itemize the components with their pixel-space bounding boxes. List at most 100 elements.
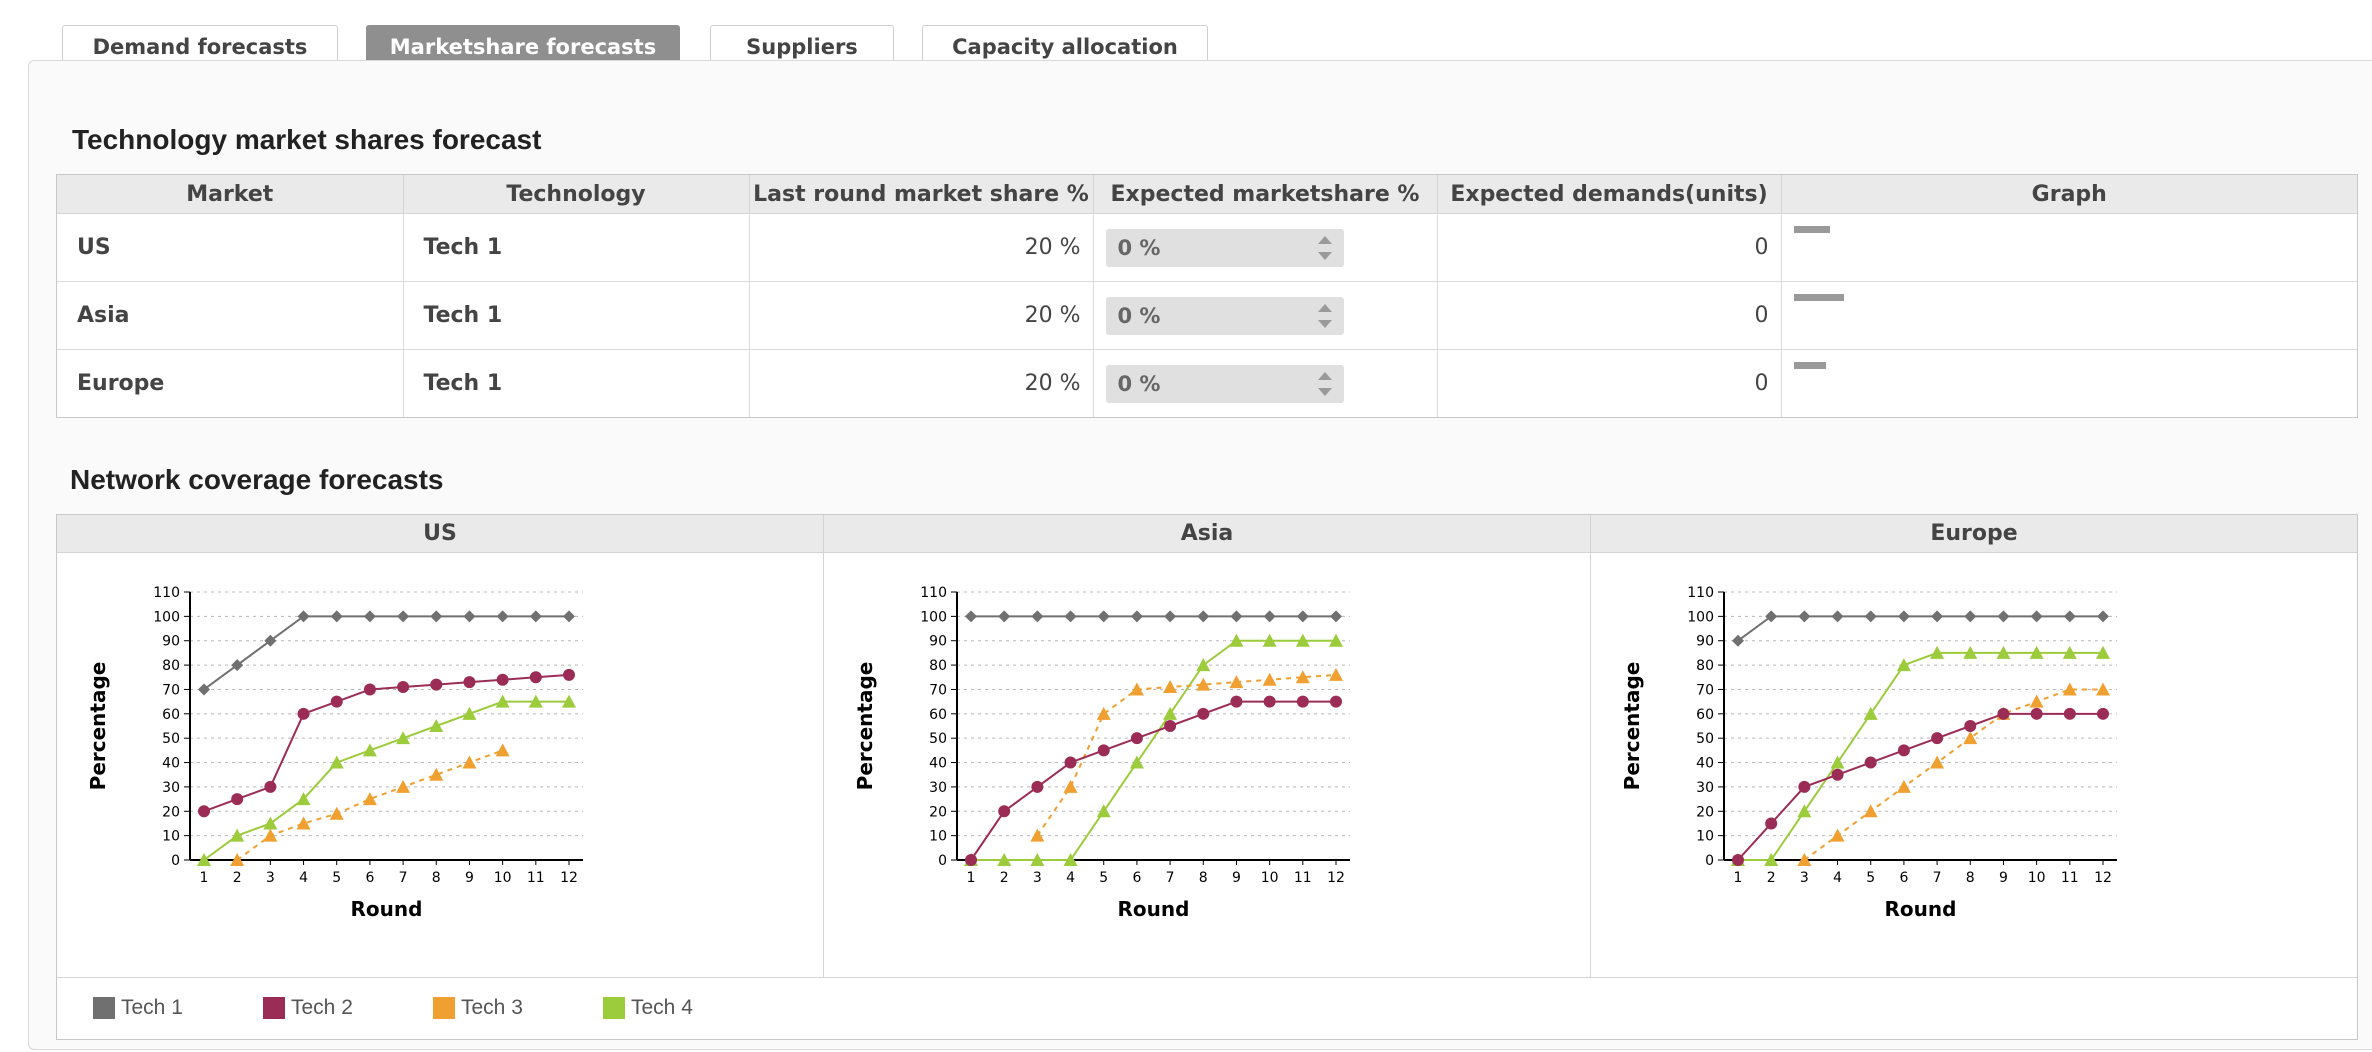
x-tick-label: 6	[365, 870, 374, 886]
legend-item-tech-4: Tech 4	[603, 996, 693, 1020]
y-tick-label: 80	[929, 658, 947, 674]
last-share-cell: 20 %	[748, 349, 1093, 417]
y-tick-label: 50	[162, 731, 180, 747]
expected-share-stepper[interactable]: 0 %	[1105, 364, 1344, 403]
y-tick-label: 0	[938, 853, 947, 869]
col-expected-share: Expected marketshare %	[1092, 175, 1437, 214]
market-share-title: Technology market shares forecast	[72, 124, 542, 155]
y-tick-label: 50	[1696, 731, 1714, 747]
data-point-tech-4	[429, 719, 444, 732]
data-point-tech-3	[362, 792, 377, 806]
data-point-tech-2	[363, 683, 376, 696]
legend-swatch	[603, 997, 625, 1019]
stepper-arrows-icon[interactable]	[1317, 371, 1332, 396]
data-point-tech-2	[1330, 695, 1342, 708]
x-tick-label: 3	[266, 870, 275, 886]
y-tick-label: 30	[929, 780, 947, 796]
network-coverage-box: US Asia Europe 0 10 20 30 40 50 60 70 80 90 100 110…	[56, 514, 2358, 1040]
expected-share-stepper[interactable]: 0 %	[1105, 296, 1344, 335]
y-axis-label: Percentage	[86, 662, 110, 791]
y-tick-label: 90	[929, 634, 947, 650]
legend-label: Tech 2	[291, 996, 353, 1019]
data-point-tech-4	[1764, 853, 1779, 866]
data-point-tech-3	[1229, 675, 1244, 689]
y-tick-label: 40	[929, 756, 947, 772]
technology-cell: Tech 1	[402, 349, 749, 417]
data-point-tech-1	[231, 659, 244, 672]
y-tick-label: 60	[162, 707, 180, 723]
legend-swatch	[433, 997, 455, 1019]
y-tick-label: 100	[920, 609, 947, 625]
data-point-tech-2	[430, 678, 443, 691]
series-line-tech-4	[1738, 651, 2103, 861]
x-tick-label: 8	[1966, 870, 1975, 886]
market-share-table: Market Technology Last round market shar…	[56, 174, 2358, 418]
x-axis-label: Round	[1885, 897, 1957, 921]
data-point-tech-1	[1330, 610, 1342, 623]
data-point-tech-4	[1063, 853, 1078, 866]
legend-label: Tech 1	[121, 996, 183, 1019]
data-point-tech-4	[1896, 658, 1911, 672]
x-tick-label: 9	[1999, 870, 2008, 886]
data-point-tech-1	[198, 683, 210, 696]
expected-share-cell: 0 %	[1092, 213, 1437, 282]
data-point-tech-2	[998, 805, 1011, 818]
data-point-tech-2	[563, 668, 575, 681]
x-tick-label: 6	[1899, 870, 1908, 886]
x-tick-label: 7	[399, 870, 408, 886]
data-point-tech-4	[2029, 645, 2044, 659]
data-point-tech-1	[1931, 610, 1944, 623]
x-tick-label: 1	[967, 870, 976, 886]
data-point-tech-2	[1031, 780, 1044, 793]
y-tick-label: 20	[162, 804, 180, 820]
y-tick-label: 110	[1687, 585, 1714, 601]
graph-cell	[1780, 213, 2357, 282]
data-point-tech-2	[297, 707, 310, 720]
data-point-tech-3	[1163, 680, 1178, 694]
data-point-tech-4	[528, 694, 543, 708]
data-point-tech-2	[1798, 780, 1811, 793]
x-axis-label: Round	[1118, 897, 1190, 921]
market-cell: US	[57, 213, 403, 282]
data-point-tech-4	[1329, 633, 1343, 647]
data-point-tech-1	[563, 610, 575, 623]
chart-legend: Tech 1 Tech 2 Tech 3 Tech 4	[57, 977, 2357, 1039]
y-tick-label: 10	[162, 829, 180, 845]
stepper-arrows-icon[interactable]	[1317, 235, 1332, 260]
y-tick-label: 100	[1687, 609, 1714, 625]
y-tick-label: 20	[1696, 804, 1714, 820]
x-tick-label: 12	[560, 870, 578, 886]
y-tick-label: 60	[1696, 707, 1714, 723]
chart-cell-europe: 0 10 20 30 40 50 60 70 80 90 100 110 1 2 3 4 5 6 7 8 9 10 11 12…	[1590, 553, 2357, 977]
data-point-tech-2	[330, 695, 343, 708]
data-point-tech-2	[496, 673, 509, 686]
data-point-tech-4	[1830, 755, 1845, 769]
data-point-tech-1	[1296, 610, 1309, 623]
y-tick-label: 40	[1696, 756, 1714, 772]
data-point-tech-4	[1229, 633, 1244, 647]
data-point-tech-4	[1996, 645, 2011, 659]
data-point-tech-4	[230, 828, 245, 842]
x-tick-label: 11	[2061, 870, 2079, 886]
x-tick-label: 12	[1327, 870, 1345, 886]
data-point-tech-3	[1295, 670, 1310, 684]
x-tick-label: 12	[2094, 870, 2112, 886]
stepper-arrows-icon[interactable]	[1317, 303, 1332, 328]
expected-share-stepper[interactable]: 0 %	[1105, 228, 1344, 267]
data-point-tech-1	[1263, 610, 1276, 623]
expected-share-value: 0 %	[1117, 371, 1161, 396]
data-point-tech-2	[1097, 744, 1110, 757]
data-point-tech-1	[2030, 610, 2043, 623]
x-tick-label: 4	[1066, 870, 1075, 886]
data-point-tech-1	[463, 610, 476, 623]
data-point-tech-3	[495, 743, 510, 757]
data-point-tech-1	[430, 610, 443, 623]
x-tick-label: 6	[1132, 870, 1141, 886]
data-point-tech-2	[965, 854, 977, 866]
series-line-tech-2	[970, 700, 1336, 861]
expected-demand-cell: 0	[1436, 349, 1781, 417]
data-point-tech-2	[1765, 817, 1778, 830]
